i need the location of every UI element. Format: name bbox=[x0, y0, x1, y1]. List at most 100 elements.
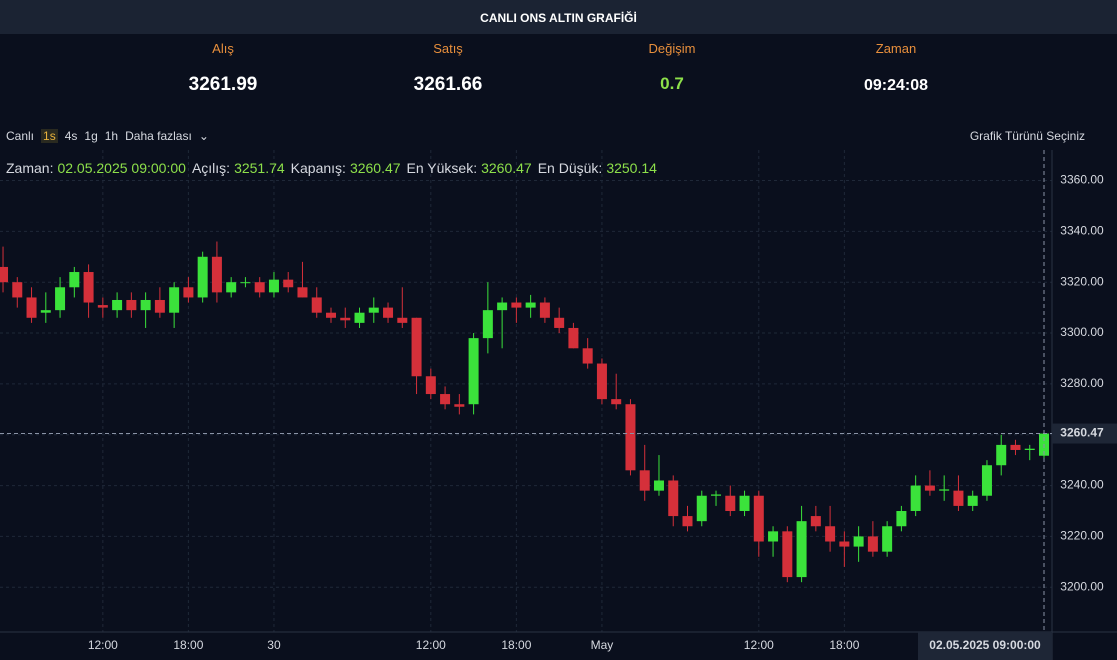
candle-body bbox=[240, 282, 251, 284]
x-tick-label: 12:00 bbox=[416, 638, 446, 652]
candle-body bbox=[625, 404, 636, 471]
x-tick-label: 18:00 bbox=[173, 638, 203, 652]
candle-body bbox=[254, 282, 265, 293]
label: Alış bbox=[212, 41, 234, 56]
candle-body bbox=[55, 287, 66, 311]
candle-body bbox=[268, 279, 279, 293]
candle-body bbox=[596, 363, 607, 400]
legend-value: 02.05.2025 09:00:00 bbox=[57, 160, 186, 176]
candle-body bbox=[169, 287, 180, 313]
more[interactable]: Daha fazlası bbox=[125, 129, 192, 143]
legend-value: 3260.47 bbox=[349, 160, 401, 176]
x-tick-label: May bbox=[591, 638, 614, 652]
candle-body bbox=[340, 317, 351, 321]
candle-body bbox=[554, 317, 565, 328]
candle-body bbox=[910, 485, 921, 511]
candle-body bbox=[682, 516, 693, 527]
y-tick-label: 3340.00 bbox=[1060, 224, 1104, 238]
y-tick-label: 3360.00 bbox=[1060, 173, 1104, 187]
toolbar: Canlı 1s 4s 1g 1h Daha fazlası ⌄ bbox=[6, 129, 209, 143]
candle-body bbox=[297, 287, 308, 298]
candle-body bbox=[668, 480, 679, 517]
tab[interactable]: 4s bbox=[64, 129, 78, 143]
candle-body bbox=[97, 305, 108, 308]
candle-body bbox=[454, 404, 465, 407]
candle-body bbox=[425, 376, 436, 395]
candle-body bbox=[482, 310, 493, 339]
candle-body bbox=[753, 495, 764, 542]
legend-value: 3260.47 bbox=[481, 160, 532, 176]
candle-body bbox=[981, 465, 992, 496]
candle-body bbox=[611, 399, 622, 405]
candle-body bbox=[796, 521, 807, 578]
candle-body bbox=[882, 526, 893, 552]
candle-body bbox=[711, 494, 722, 496]
chevron[interactable]: ⌄ bbox=[198, 129, 209, 143]
candle-body bbox=[725, 495, 736, 511]
candle-body bbox=[411, 317, 422, 377]
legend-value: 3250.14 bbox=[606, 160, 657, 176]
candle-body bbox=[197, 256, 208, 298]
label: Zaman bbox=[875, 41, 917, 56]
candle-body bbox=[653, 480, 664, 491]
legend-label: En Yüksek: bbox=[406, 160, 478, 176]
candle-body bbox=[326, 312, 336, 318]
value: 09:24:08 bbox=[863, 77, 929, 94]
value: 0.7 bbox=[660, 74, 684, 93]
x-tick-label: 18:00 bbox=[501, 638, 531, 652]
candle-body bbox=[810, 516, 821, 527]
legend-value: 3251.74 bbox=[234, 160, 285, 176]
candle-body bbox=[0, 266, 9, 283]
tab[interactable]: 1h bbox=[104, 129, 119, 143]
candle-body bbox=[12, 282, 23, 298]
plot-bg bbox=[0, 116, 1117, 660]
candle-body bbox=[768, 531, 779, 542]
tab[interactable]: 1g bbox=[84, 129, 98, 143]
y-tick-label: 3240.00 bbox=[1060, 478, 1104, 492]
legend-label: En Düşük: bbox=[537, 160, 603, 176]
candle-body bbox=[839, 541, 850, 547]
time-label: 02.05.2025 09:00:00 bbox=[929, 638, 1041, 652]
price-label: 3260.47 bbox=[1060, 426, 1104, 440]
candle-body bbox=[397, 317, 408, 323]
label: Değişim bbox=[648, 41, 696, 56]
x-tick-label: 12:00 bbox=[88, 638, 118, 652]
candle-body bbox=[383, 307, 394, 318]
candle-body bbox=[154, 299, 165, 313]
candle-body bbox=[183, 287, 194, 298]
candle-body bbox=[1010, 444, 1021, 450]
candle-body bbox=[368, 307, 379, 313]
candle-body bbox=[896, 510, 907, 527]
candle-body bbox=[83, 272, 94, 303]
candle-body bbox=[69, 272, 80, 288]
candle-body bbox=[639, 470, 650, 491]
candle-body bbox=[126, 299, 137, 311]
candle-body bbox=[468, 338, 479, 405]
tab[interactable]: Canlı bbox=[6, 129, 35, 143]
legend: Zaman: 02.05.2025 09:00:00 Açılış: 3251.74… bbox=[6, 160, 659, 176]
candle-body bbox=[996, 444, 1007, 466]
candle-body bbox=[112, 299, 123, 311]
candle-body bbox=[939, 489, 950, 491]
candle-body bbox=[40, 310, 51, 313]
y-tick-label: 3300.00 bbox=[1060, 325, 1104, 339]
x-tick-label: 12:00 bbox=[744, 638, 774, 652]
candle-body bbox=[582, 348, 593, 364]
candle-body bbox=[440, 394, 451, 405]
candle-body bbox=[283, 279, 294, 288]
candle-body bbox=[953, 490, 964, 506]
chart-type[interactable]: Grafik Türünü Seçiniz bbox=[969, 129, 1085, 143]
x-tick-label: 18:00 bbox=[829, 638, 859, 652]
candle-body bbox=[525, 302, 536, 308]
y-tick-label: 3280.00 bbox=[1060, 376, 1104, 390]
candle-body bbox=[539, 302, 550, 318]
candle-body bbox=[26, 297, 37, 318]
candle-body bbox=[311, 297, 322, 313]
candle-body bbox=[511, 302, 522, 308]
candle-body bbox=[967, 495, 978, 506]
candle-body bbox=[867, 536, 878, 552]
title: CANLI ONS ALTIN GRAFİĞİ bbox=[0, 0, 1117, 34]
tab[interactable]: 1s bbox=[41, 129, 58, 143]
